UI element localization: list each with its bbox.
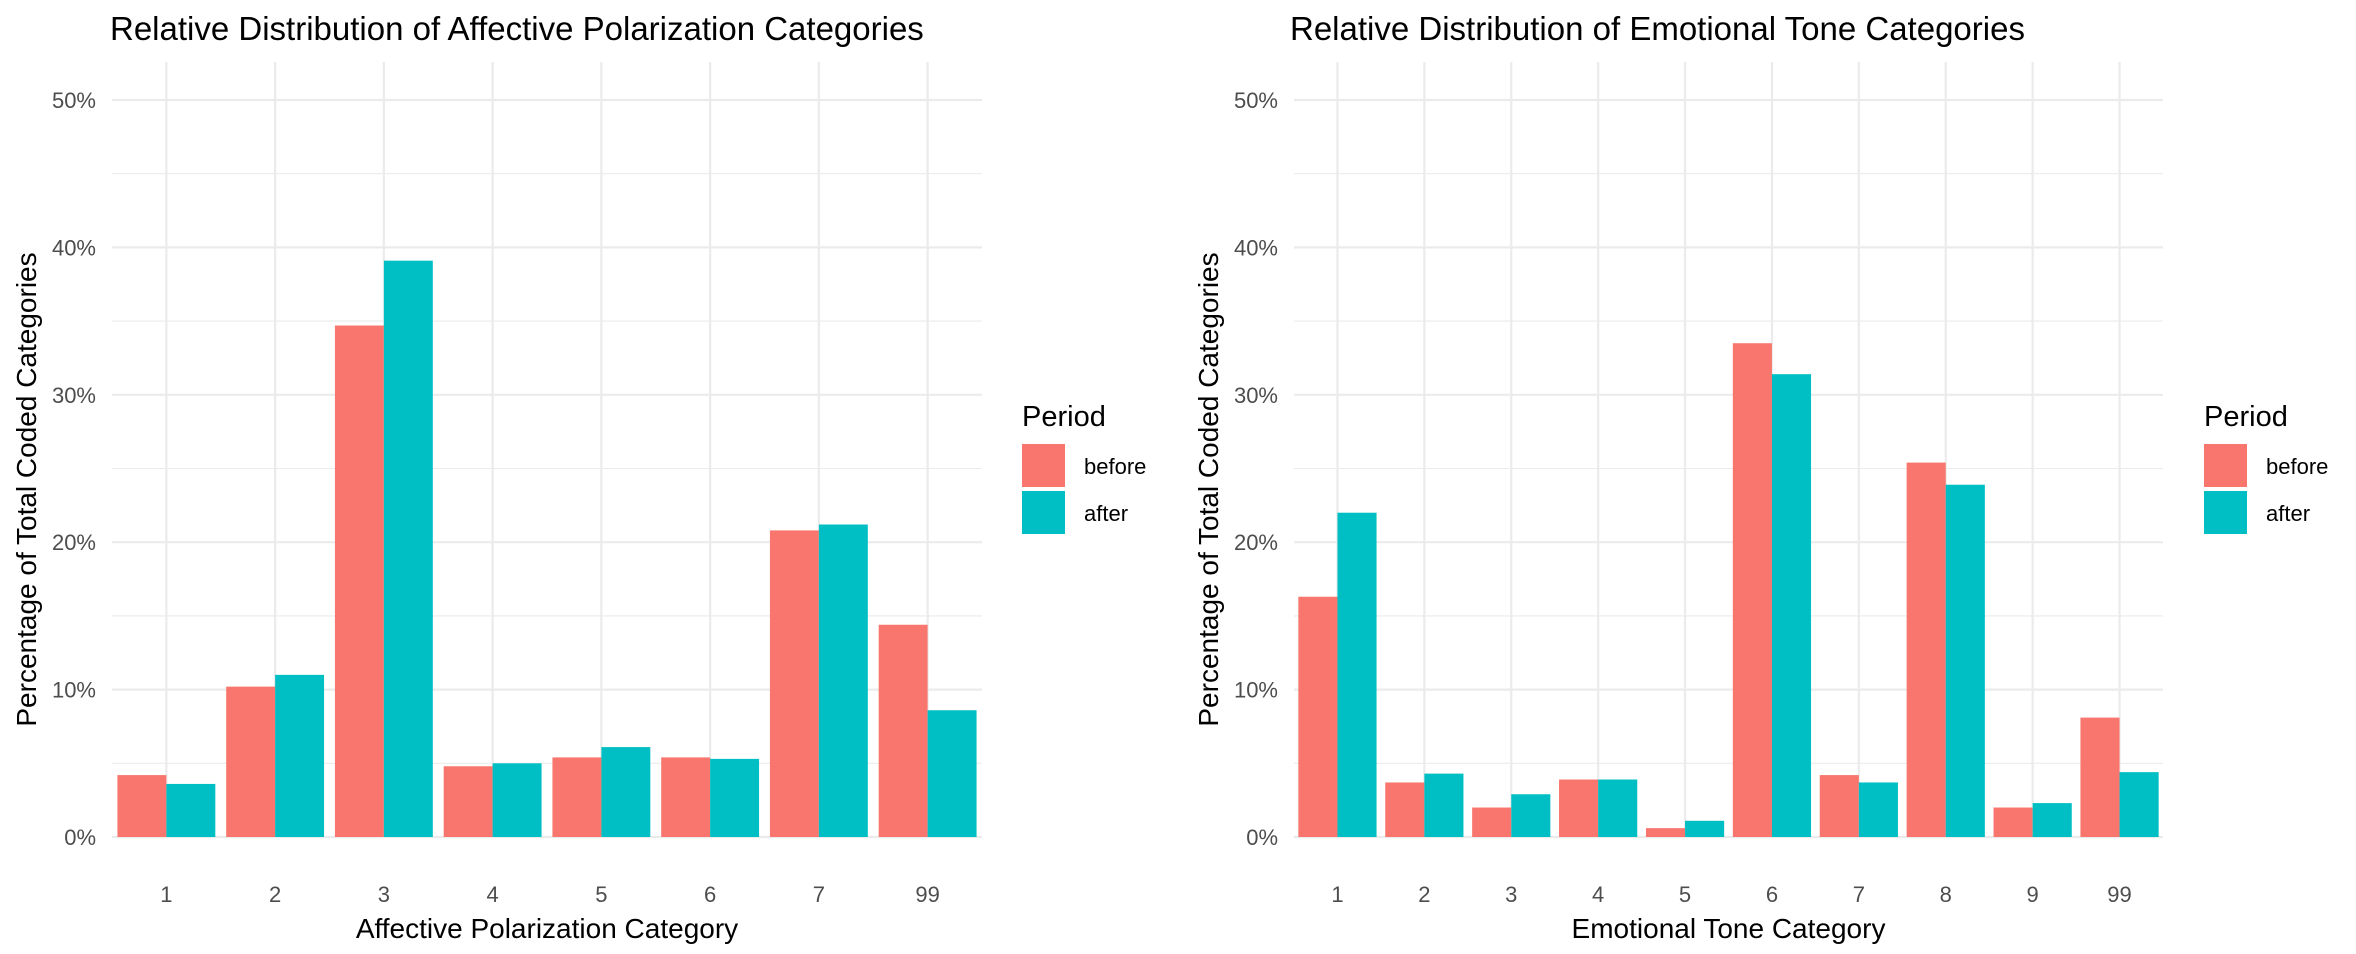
- legend-key-before: [1022, 444, 1065, 487]
- bar-before-1: [117, 775, 167, 837]
- x-tick-label: 5: [1679, 882, 1691, 907]
- bar-before-4: [1559, 779, 1599, 837]
- y-tick-label: 50%: [1234, 88, 1278, 113]
- bar-before-7: [769, 530, 819, 837]
- bar-before-7: [1819, 775, 1859, 837]
- y-tick-label: 40%: [52, 235, 96, 260]
- y-axis-title: Percentage of Total Coded Categories: [1193, 252, 1224, 726]
- legend-key-before: [2204, 444, 2247, 487]
- bar-before-9: [1993, 807, 2033, 837]
- chart-title: Relative Distribution of Emotional Tone …: [1290, 10, 2025, 47]
- bar-before-6: [661, 757, 711, 837]
- bar-after-9: [2032, 803, 2072, 837]
- bar-after-3: [383, 260, 433, 837]
- y-axis-title: Percentage of Total Coded Categories: [11, 252, 42, 726]
- bar-after-8: [1945, 484, 1985, 837]
- bar-after-4: [1598, 779, 1638, 837]
- x-tick-label: 7: [813, 882, 825, 907]
- x-tick-label: 3: [378, 882, 390, 907]
- x-tick-label: 9: [2027, 882, 2039, 907]
- y-tick-label: 30%: [1234, 383, 1278, 408]
- bar-after-3: [1511, 794, 1551, 837]
- legend-label-after: after: [1084, 501, 1128, 526]
- bar-after-99: [927, 710, 977, 837]
- legend-label-before: before: [2266, 454, 2328, 479]
- x-axis-title: Affective Polarization Category: [356, 913, 738, 944]
- legend-label-after: after: [2266, 501, 2310, 526]
- x-tick-label: 4: [1592, 882, 1604, 907]
- bar-before-2: [226, 686, 276, 837]
- x-tick-label: 4: [487, 882, 499, 907]
- legend: Period before after: [1022, 401, 1146, 534]
- bar-after-2: [1424, 773, 1464, 837]
- bar-before-99: [878, 624, 928, 837]
- bar-after-4: [492, 763, 542, 837]
- x-tick-label: 2: [1418, 882, 1430, 907]
- x-axis-title: Emotional Tone Category: [1572, 913, 1886, 944]
- x-tick-label: 99: [915, 882, 939, 907]
- bar-after-7: [1858, 782, 1898, 837]
- y-tick-label: 10%: [52, 678, 96, 703]
- bar-before-1: [1298, 596, 1338, 837]
- bar-before-4: [443, 766, 493, 837]
- x-tick-label: 2: [269, 882, 281, 907]
- legend-key-after: [1022, 491, 1065, 534]
- x-tick-label: 99: [2107, 882, 2131, 907]
- x-tick-label: 1: [1331, 882, 1343, 907]
- bar-after-5: [601, 747, 651, 837]
- bar-after-6: [710, 758, 760, 837]
- bar-before-3: [1472, 807, 1512, 837]
- y-tick-label: 40%: [1234, 235, 1278, 260]
- x-tick-label: 6: [1766, 882, 1778, 907]
- bar-after-7: [818, 524, 868, 837]
- legend-key-after: [2204, 491, 2247, 534]
- y-tick-label: 20%: [1234, 530, 1278, 555]
- y-tick-label: 20%: [52, 530, 96, 555]
- x-tick-label: 8: [1940, 882, 1952, 907]
- x-tick-label: 1: [160, 882, 172, 907]
- bar-before-3: [334, 325, 384, 837]
- bar-after-6: [1771, 374, 1812, 837]
- bar-before-5: [552, 757, 602, 837]
- legend-label-before: before: [1084, 454, 1146, 479]
- chart-title: Relative Distribution of Affective Polar…: [110, 10, 924, 47]
- chart-panel-1: 0% 10% 20% 30% 40% 50% 1 2 3 4 5 6 7 99 Relative Distr…: [11, 10, 1146, 944]
- x-tick-label: 7: [1853, 882, 1865, 907]
- bar-after-1: [1337, 512, 1377, 837]
- legend: Period before after: [2204, 401, 2328, 534]
- y-tick-label: 0%: [64, 825, 96, 850]
- x-tick-label: 6: [704, 882, 716, 907]
- bar-after-5: [1685, 820, 1725, 837]
- y-tick-label: 30%: [52, 383, 96, 408]
- legend-title: Period: [2204, 401, 2288, 433]
- bar-after-1: [166, 783, 216, 837]
- y-tick-label: 10%: [1234, 678, 1278, 703]
- y-tick-label: 0%: [1246, 825, 1278, 850]
- bar-before-5: [1645, 828, 1686, 837]
- legend-title: Period: [1022, 401, 1106, 433]
- x-tick-label: 5: [595, 882, 607, 907]
- bar-after-99: [2119, 772, 2159, 837]
- y-tick-label: 50%: [52, 88, 96, 113]
- bar-before-2: [1385, 782, 1425, 837]
- bar-before-8: [1906, 462, 1946, 837]
- bar-before-99: [2080, 717, 2120, 837]
- bar-after-2: [275, 674, 325, 837]
- x-tick-label: 3: [1505, 882, 1517, 907]
- bar-before-6: [1732, 343, 1772, 837]
